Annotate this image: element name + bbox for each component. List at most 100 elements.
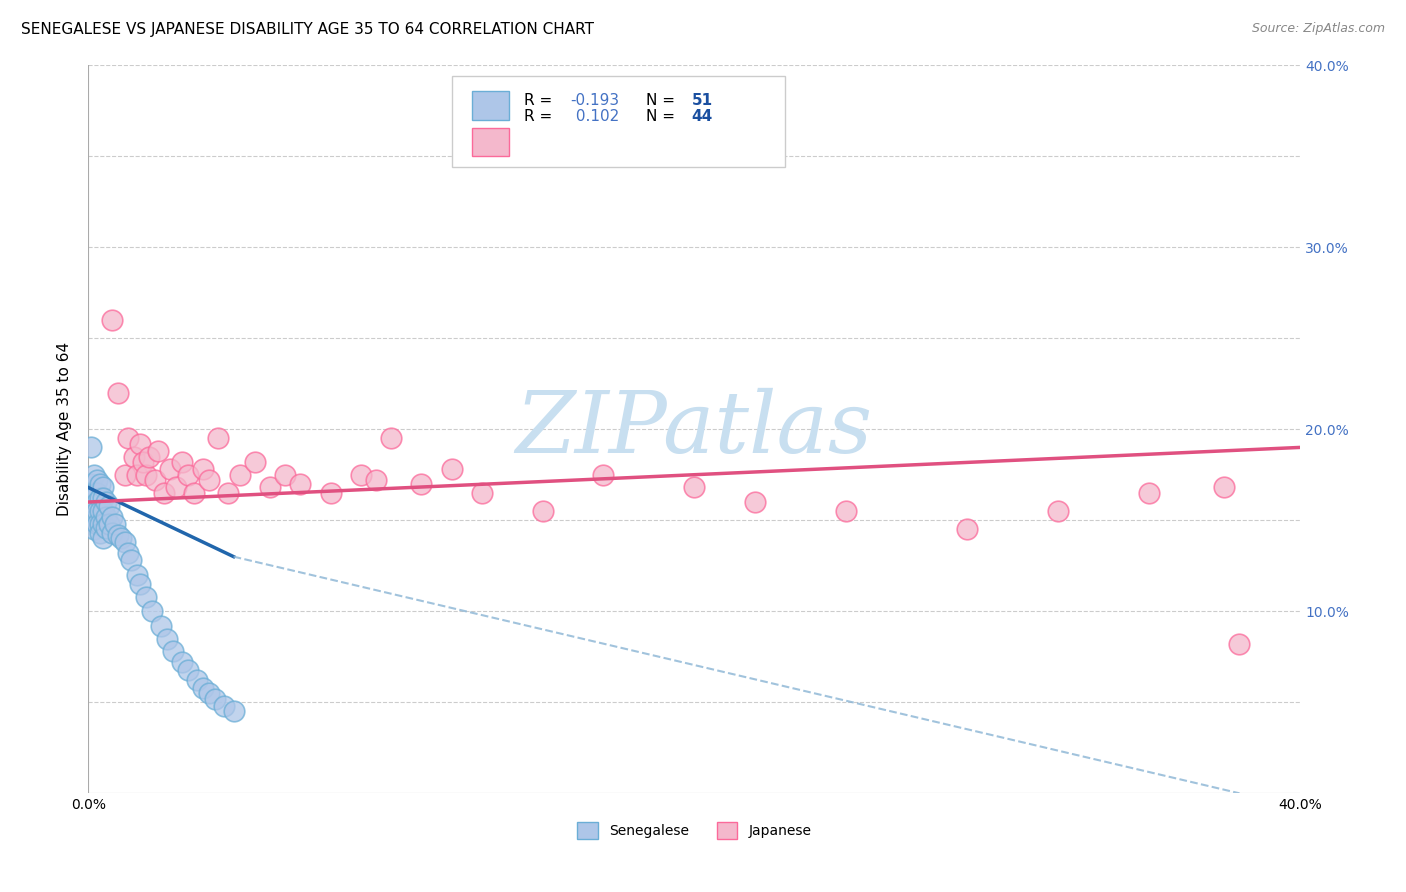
Point xyxy=(471,486,494,500)
Point xyxy=(101,526,124,541)
Point xyxy=(101,313,124,327)
Point xyxy=(86,486,108,500)
Text: N =: N = xyxy=(645,109,679,124)
Point xyxy=(107,528,129,542)
Point xyxy=(319,486,342,500)
Text: R =: R = xyxy=(524,109,558,124)
Legend: Senegalese, Japanese: Senegalese, Japanese xyxy=(571,816,817,845)
Point xyxy=(91,491,114,506)
Point xyxy=(125,567,148,582)
Point xyxy=(193,462,215,476)
Point xyxy=(364,473,387,487)
Point xyxy=(1046,504,1069,518)
Point xyxy=(531,504,554,518)
Point xyxy=(83,499,105,513)
Point xyxy=(290,476,312,491)
Point xyxy=(91,532,114,546)
Point xyxy=(89,526,111,541)
Point xyxy=(80,441,103,455)
Point xyxy=(135,467,157,482)
Point xyxy=(135,590,157,604)
Point xyxy=(143,473,166,487)
Point xyxy=(141,604,163,618)
FancyBboxPatch shape xyxy=(472,128,509,156)
Point xyxy=(89,504,111,518)
Point xyxy=(86,504,108,518)
Point xyxy=(411,476,433,491)
Point xyxy=(183,486,205,500)
Point xyxy=(198,686,221,700)
Point xyxy=(683,480,706,494)
Point xyxy=(89,491,111,506)
Point xyxy=(156,632,179,646)
Point xyxy=(274,467,297,482)
Point xyxy=(89,516,111,531)
Point xyxy=(259,480,281,494)
Point xyxy=(1137,486,1160,500)
Point xyxy=(214,698,236,713)
Point xyxy=(117,546,139,560)
Point xyxy=(149,619,172,633)
Point xyxy=(193,681,215,695)
Point xyxy=(956,522,979,536)
Point xyxy=(177,663,200,677)
Point xyxy=(834,504,856,518)
Point xyxy=(125,467,148,482)
Point xyxy=(440,462,463,476)
Point xyxy=(222,705,245,719)
Point xyxy=(83,513,105,527)
Point xyxy=(120,553,142,567)
Point xyxy=(243,455,266,469)
Point xyxy=(162,644,184,658)
Point xyxy=(107,385,129,400)
Point xyxy=(83,467,105,482)
Point xyxy=(186,673,208,688)
Text: Source: ZipAtlas.com: Source: ZipAtlas.com xyxy=(1251,22,1385,36)
FancyBboxPatch shape xyxy=(472,91,509,120)
FancyBboxPatch shape xyxy=(451,76,785,167)
Text: ZIPatlas: ZIPatlas xyxy=(516,388,873,471)
Point xyxy=(146,444,169,458)
Point xyxy=(91,516,114,531)
Point xyxy=(80,476,103,491)
Point xyxy=(228,467,250,482)
Point xyxy=(177,467,200,482)
Point xyxy=(86,516,108,531)
Point xyxy=(89,476,111,491)
Point xyxy=(153,486,176,500)
Point xyxy=(159,462,181,476)
Point xyxy=(122,450,145,464)
Point xyxy=(117,431,139,445)
Text: 0.102: 0.102 xyxy=(571,109,619,124)
Point xyxy=(128,577,150,591)
Point xyxy=(131,455,153,469)
Point xyxy=(98,516,121,531)
Point xyxy=(96,520,118,534)
Text: -0.193: -0.193 xyxy=(571,93,620,108)
Point xyxy=(114,535,136,549)
Point xyxy=(101,509,124,524)
Point xyxy=(110,532,132,546)
Point xyxy=(1213,480,1236,494)
Point xyxy=(91,504,114,518)
Text: N =: N = xyxy=(645,93,679,108)
Point xyxy=(128,437,150,451)
Point xyxy=(138,450,160,464)
Point xyxy=(96,495,118,509)
Text: SENEGALESE VS JAPANESE DISABILITY AGE 35 TO 64 CORRELATION CHART: SENEGALESE VS JAPANESE DISABILITY AGE 35… xyxy=(21,22,595,37)
Text: R =: R = xyxy=(524,93,558,108)
Point xyxy=(98,499,121,513)
Point xyxy=(170,655,193,669)
Point xyxy=(114,467,136,482)
Point xyxy=(350,467,373,482)
Text: 51: 51 xyxy=(692,93,713,108)
Point xyxy=(170,455,193,469)
Point xyxy=(744,495,766,509)
Point xyxy=(592,467,614,482)
Point xyxy=(86,495,108,509)
Point xyxy=(80,504,103,518)
Y-axis label: Disability Age 35 to 64: Disability Age 35 to 64 xyxy=(58,343,72,516)
Point xyxy=(86,473,108,487)
Point xyxy=(198,473,221,487)
Point xyxy=(91,480,114,494)
